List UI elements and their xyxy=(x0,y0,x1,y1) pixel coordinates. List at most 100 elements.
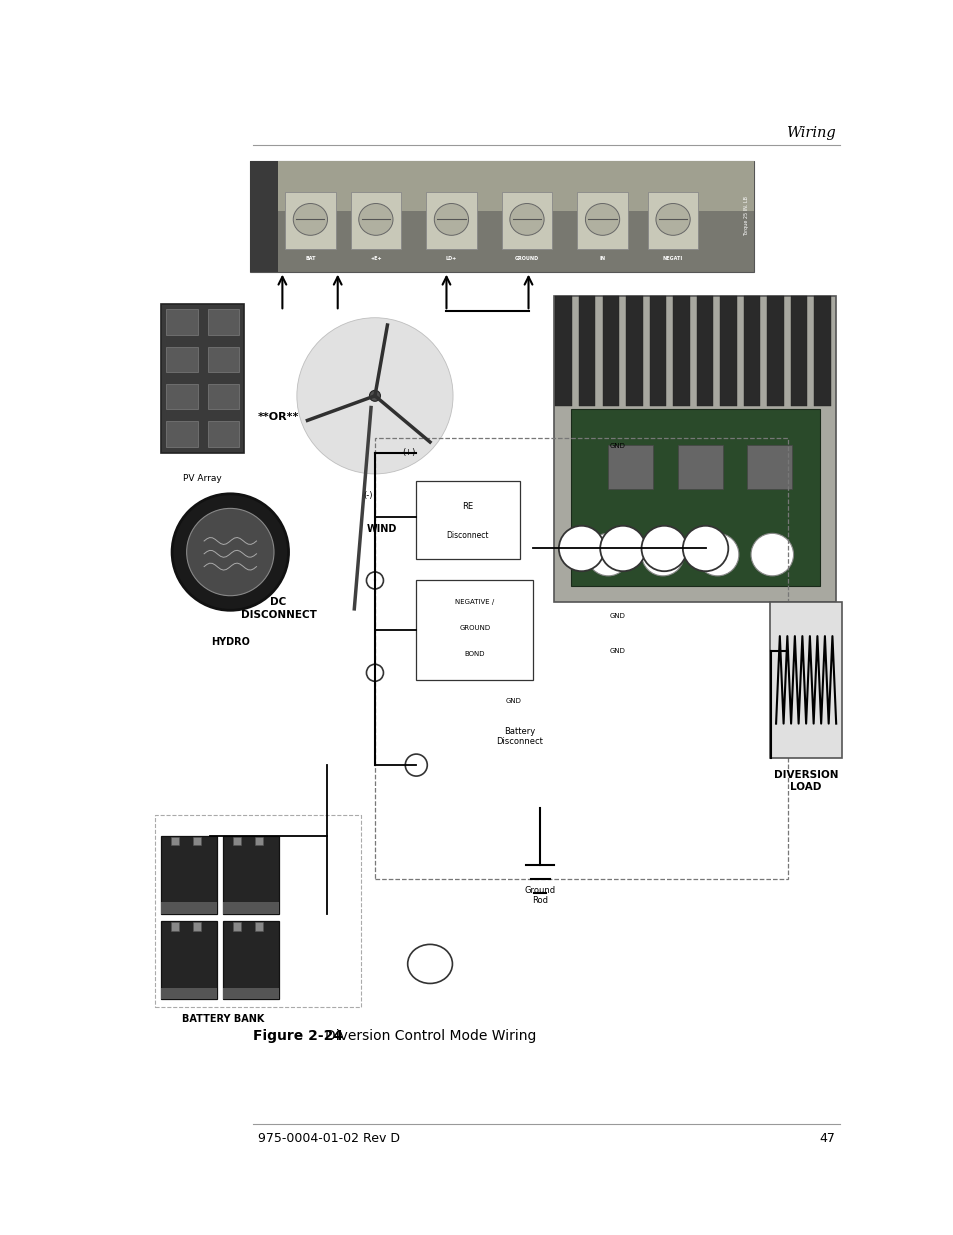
Text: NEGATIVE /: NEGATIVE / xyxy=(455,599,494,605)
Text: Battery
Disconnect: Battery Disconnect xyxy=(496,727,542,746)
Bar xyxy=(223,988,278,999)
Text: GND: GND xyxy=(609,613,624,619)
Circle shape xyxy=(296,317,453,474)
Circle shape xyxy=(558,526,603,572)
Bar xyxy=(255,837,263,846)
Bar xyxy=(161,304,244,453)
Text: GROUND: GROUND xyxy=(458,625,490,631)
Bar xyxy=(233,837,241,846)
Bar xyxy=(625,296,642,406)
Text: GND: GND xyxy=(609,648,624,655)
Bar xyxy=(696,296,713,406)
Bar xyxy=(770,601,841,758)
Ellipse shape xyxy=(509,204,543,236)
Bar xyxy=(166,384,197,409)
Bar xyxy=(577,191,627,249)
Text: BOND: BOND xyxy=(464,651,484,657)
Text: WIND: WIND xyxy=(366,524,396,534)
Bar xyxy=(571,409,819,587)
Bar xyxy=(208,347,239,372)
Bar xyxy=(154,815,361,1007)
Text: Torque 25 IN. LB: Torque 25 IN. LB xyxy=(742,196,748,236)
Bar xyxy=(602,296,618,406)
Circle shape xyxy=(405,755,427,776)
Bar xyxy=(161,988,216,999)
Text: DC
DISCONNECT: DC DISCONNECT xyxy=(240,598,316,620)
Ellipse shape xyxy=(407,945,452,983)
Text: IN: IN xyxy=(598,256,605,261)
Circle shape xyxy=(682,526,727,572)
Text: PV Array: PV Array xyxy=(183,474,222,483)
Text: 975-0004-01-02 Rev D: 975-0004-01-02 Rev D xyxy=(257,1131,399,1145)
Text: LD+: LD+ xyxy=(445,256,456,261)
Text: DIVERSION
LOAD: DIVERSION LOAD xyxy=(773,771,838,792)
Text: GND: GND xyxy=(609,442,624,448)
Bar xyxy=(814,296,830,406)
Bar xyxy=(416,482,519,559)
Text: Figure 2-24: Figure 2-24 xyxy=(253,1029,342,1042)
Bar xyxy=(172,837,179,846)
Text: 47: 47 xyxy=(819,1131,835,1145)
Text: **OR**: **OR** xyxy=(257,412,299,422)
Bar xyxy=(223,921,278,999)
Circle shape xyxy=(641,534,683,576)
Circle shape xyxy=(187,509,274,595)
Bar xyxy=(161,921,216,999)
Bar xyxy=(208,421,239,447)
Bar xyxy=(233,923,241,931)
Bar xyxy=(250,161,277,272)
Bar xyxy=(555,296,572,406)
Text: Diversion Control Mode Wiring: Diversion Control Mode Wiring xyxy=(325,1029,537,1042)
Circle shape xyxy=(750,534,793,576)
Text: +E+: +E+ xyxy=(370,256,381,261)
Text: Wiring: Wiring xyxy=(785,126,835,141)
Bar xyxy=(554,296,836,601)
Circle shape xyxy=(369,390,380,401)
Bar xyxy=(154,296,842,1007)
Bar xyxy=(649,296,665,406)
Ellipse shape xyxy=(585,204,619,236)
Bar xyxy=(161,836,216,914)
Bar xyxy=(285,191,335,249)
Circle shape xyxy=(518,800,561,844)
Bar xyxy=(678,445,721,489)
Bar xyxy=(720,296,736,406)
Bar xyxy=(161,903,216,914)
Bar xyxy=(223,903,278,914)
Bar xyxy=(255,923,263,931)
Bar xyxy=(647,191,698,249)
Text: (-): (-) xyxy=(363,490,373,500)
Text: NEGATI: NEGATI xyxy=(662,256,682,261)
Ellipse shape xyxy=(293,204,327,236)
Bar xyxy=(673,296,689,406)
Bar xyxy=(375,438,787,879)
Ellipse shape xyxy=(358,204,393,236)
Circle shape xyxy=(640,526,686,572)
Bar xyxy=(172,923,179,931)
Bar xyxy=(766,296,783,406)
Circle shape xyxy=(366,572,383,589)
Bar xyxy=(501,191,552,249)
Bar xyxy=(166,421,197,447)
Circle shape xyxy=(172,494,288,610)
Circle shape xyxy=(599,526,645,572)
Bar xyxy=(578,296,595,406)
Bar xyxy=(208,310,239,335)
Bar xyxy=(746,445,791,489)
Text: BAT: BAT xyxy=(305,256,315,261)
Text: HYDRO: HYDRO xyxy=(211,637,250,647)
Bar xyxy=(250,161,753,272)
Circle shape xyxy=(696,534,738,576)
Bar xyxy=(166,310,197,335)
Ellipse shape xyxy=(656,204,689,236)
Bar xyxy=(608,445,652,489)
Bar xyxy=(223,836,278,914)
Bar xyxy=(351,191,400,249)
Text: GND: GND xyxy=(505,698,521,704)
Bar xyxy=(743,296,760,406)
Text: Disconnect: Disconnect xyxy=(446,531,489,540)
Bar xyxy=(416,580,533,679)
Text: RE: RE xyxy=(462,501,473,510)
Bar xyxy=(790,296,806,406)
Text: (+): (+) xyxy=(402,448,416,457)
